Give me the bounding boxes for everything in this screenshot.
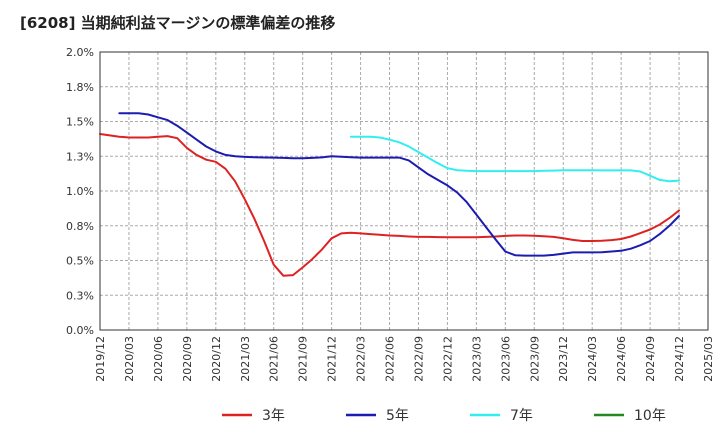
x-tick-label: 2020/09 xyxy=(181,336,194,382)
y-axis: 0.0% 0.3% 0.5% 0.8% 1.0% 1.3% 1.5% 1.8% 2.0% xyxy=(66,46,94,337)
x-tick-label: 2022/12 xyxy=(441,336,454,382)
x-tick-label: 2021/12 xyxy=(326,336,339,382)
x-tick-label: 2025/03 xyxy=(702,336,715,382)
y-tick-label: 0.3% xyxy=(66,289,94,302)
grid xyxy=(99,51,709,331)
legend: 3年 5年 7年 10年 xyxy=(222,408,666,424)
x-tick-label: 2023/06 xyxy=(499,336,512,382)
y-tick-label: 2.0% xyxy=(66,46,94,59)
x-tick-label: 2020/12 xyxy=(210,336,223,382)
x-tick-label: 2023/09 xyxy=(528,336,541,382)
x-tick-label: 2024/03 xyxy=(586,336,599,382)
x-tick-label: 2021/06 xyxy=(268,336,281,382)
series-line-1 xyxy=(99,133,680,277)
x-tick-label: 2022/03 xyxy=(355,336,368,382)
y-tick-label: 0.5% xyxy=(66,255,94,268)
x-tick-label: 2021/09 xyxy=(297,336,310,382)
x-axis: 2019/12 2020/03 2020/06 2020/09 2020/12 2021/… xyxy=(94,336,715,382)
y-tick-label: 0.8% xyxy=(66,220,94,233)
legend-label-3: 7年 xyxy=(510,408,533,424)
y-tick-label: 0.0% xyxy=(66,324,94,337)
series-lines xyxy=(99,112,680,277)
x-tick-label: 2024/06 xyxy=(615,336,628,382)
x-tick-label: 2022/09 xyxy=(412,336,425,382)
x-tick-label: 2022/06 xyxy=(384,336,397,382)
x-tick-label: 2024/12 xyxy=(673,336,686,382)
y-tick-label: 1.0% xyxy=(66,185,94,198)
y-tick-label: 1.3% xyxy=(66,150,94,163)
y-tick-label: 1.8% xyxy=(66,81,94,94)
x-tick-label: 2019/12 xyxy=(94,336,107,382)
x-tick-label: 2020/06 xyxy=(152,336,165,382)
x-tick-label: 2023/03 xyxy=(470,336,483,382)
x-tick-label: 2021/03 xyxy=(239,336,252,382)
plot-frame xyxy=(99,51,709,331)
y-tick-label: 1.5% xyxy=(66,116,94,129)
x-tick-label: 2023/12 xyxy=(557,336,570,382)
legend-label-4: 10年 xyxy=(634,408,666,424)
series-line-3 xyxy=(349,135,680,183)
legend-label-1: 3年 xyxy=(262,408,285,424)
x-tick-label: 2024/09 xyxy=(644,336,657,382)
series-line-2 xyxy=(118,112,680,257)
chart-title: [6208] 当期純利益マージンの標準偏差の推移 xyxy=(20,14,336,32)
legend-label-2: 5年 xyxy=(386,408,409,424)
x-tick-label: 2020/03 xyxy=(123,336,136,382)
